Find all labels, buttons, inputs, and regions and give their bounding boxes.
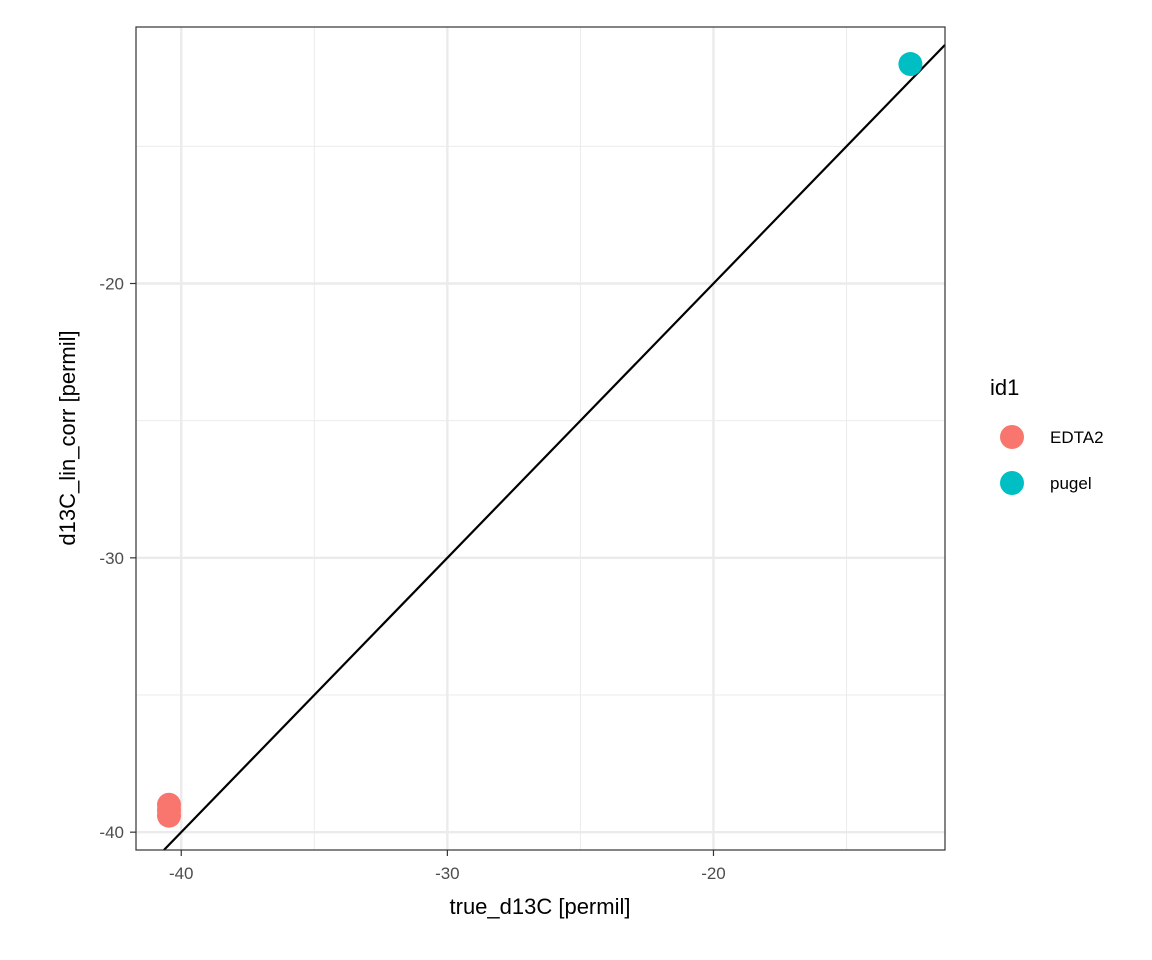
x-tick-label: -30 (435, 864, 460, 883)
y-axis-title: d13C_lin_corr [permil] (55, 330, 80, 545)
x-axis-title: true_d13C [permil] (450, 894, 631, 919)
data-point-edta2 (156, 803, 181, 828)
legend-label-edta2: EDTA2 (1050, 428, 1104, 447)
identity-line (163, 44, 946, 851)
major-gridlines (136, 27, 945, 850)
plot-border (135, 26, 946, 851)
x-tick-label: -40 (169, 864, 194, 883)
legend-label-pugel: pugel (1050, 474, 1092, 493)
legend-key-edta2 (1000, 425, 1024, 449)
data-point-pugel (898, 52, 923, 77)
identity-line-layer (163, 44, 946, 851)
legend-items: EDTA2 pugel (1000, 425, 1104, 495)
data-points (156, 52, 923, 828)
x-tick-label: -20 (701, 864, 726, 883)
legend-key-pugel (1000, 471, 1024, 495)
x-axis-ticks: -40 -30 -20 (169, 850, 726, 883)
legend: id1 EDTA2 pugel (990, 375, 1104, 495)
y-tick-label: -40 (99, 823, 124, 842)
minor-gridlines (136, 27, 945, 850)
y-axis-ticks: -40 -30 -20 (99, 275, 136, 842)
plot-panel (136, 27, 945, 850)
y-tick-label: -20 (99, 275, 124, 294)
y-tick-label: -30 (99, 549, 124, 568)
legend-title: id1 (990, 375, 1019, 400)
